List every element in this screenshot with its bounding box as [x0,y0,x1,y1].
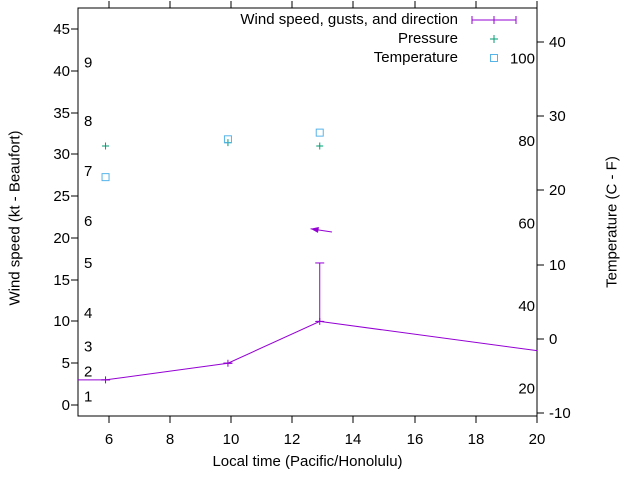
pressure-point-marker [316,142,324,150]
y-left-tick-label: 5 [62,355,70,372]
pressure-point-marker [102,142,110,150]
legend-row-pressure: Pressure [240,29,517,48]
legend-row-wind: Wind speed, gusts, and direction [240,10,517,29]
x-axis-label: Local time (Pacific/Honolulu) [212,453,403,470]
wind-errorbar-sample-icon [471,15,517,24]
legend-label-wind: Wind speed, gusts, and direction [240,11,458,28]
temperature-series [101,128,324,182]
legend: Wind speed, gusts, and direction Pressur… [240,10,517,67]
y-left-tick-label: 35 [53,105,70,122]
pressure-plus-sample-icon [490,34,498,43]
wind-direction-arrowhead [310,226,319,233]
fahrenheit-scale-label: 20 [518,380,535,397]
wind-speed-line [78,320,538,381]
legend-row-temperature: Temperature [240,48,517,67]
axes: 6 8 10 12 14 16 18 2005101520253035404540302010… [53,1,571,448]
legend-label-pressure: Pressure [397,30,458,47]
beaufort-scale-label: 9 [84,54,92,71]
wind-point-marker [316,317,324,325]
x-tick-label: 20 [529,431,546,448]
x-tick-label: 6 [105,431,113,448]
temperature-square-sample-icon [490,53,498,62]
fahrenheit-scale-label: 100 [510,51,535,68]
pressure-series [102,139,324,150]
y-right-tick-label: -10 [549,405,571,422]
fahrenheit-scale-label: 60 [518,215,535,232]
beaufort-scale-label: 5 [84,255,92,272]
y-right-tick-label: 0 [549,331,557,348]
y-left-tick-label: 15 [53,272,70,289]
x-tick-label: 12 [284,431,301,448]
legend-label-temperature: Temperature [373,49,458,66]
wind-series [78,226,538,384]
beaufort-scale-label: 6 [84,213,92,230]
y-left-tick-label: 40 [53,63,70,80]
plot-border [77,7,538,417]
y-axis-right-label: Temperature (C - F) [603,156,621,288]
y-left-tick-label: 10 [53,313,70,330]
x-tick-label: 14 [345,431,362,448]
temperature-point-marker [315,128,324,137]
y-left-tick-label: 25 [53,188,70,205]
beaufort-scale-label: 3 [84,338,92,355]
beaufort-scale-label: 7 [84,163,92,180]
y-axis-left-label: Wind speed (kt - Beaufort) [6,130,24,306]
temperature-point-marker [223,135,232,144]
beaufort-scale-label: 8 [84,113,92,130]
temperature-point-marker [101,173,110,182]
beaufort-scale-label: 4 [84,305,92,322]
y-left-tick-label: 20 [53,230,70,247]
x-tick-label: 10 [223,431,240,448]
x-tick-label: 8 [166,431,174,448]
y-right-tick-label: 40 [549,34,566,51]
y-left-tick-label: 0 [62,397,70,414]
y-right-tick-label: 20 [549,182,566,199]
beaufort-scale-label: 1 [84,389,92,406]
y-right-tick-label: 10 [549,257,566,274]
fahrenheit-scale-label: 80 [518,133,535,150]
beaufort-scale-label: 2 [84,364,92,381]
fahrenheit-scale-label: 40 [518,298,535,315]
y-left-tick-label: 45 [53,21,70,38]
x-tick-label: 16 [407,431,424,448]
wind-point-marker [224,359,232,367]
y-right-tick-label: 30 [549,108,566,125]
y-left-tick-label: 30 [53,146,70,163]
wind-point-marker [102,376,110,384]
x-tick-label: 18 [468,431,485,448]
